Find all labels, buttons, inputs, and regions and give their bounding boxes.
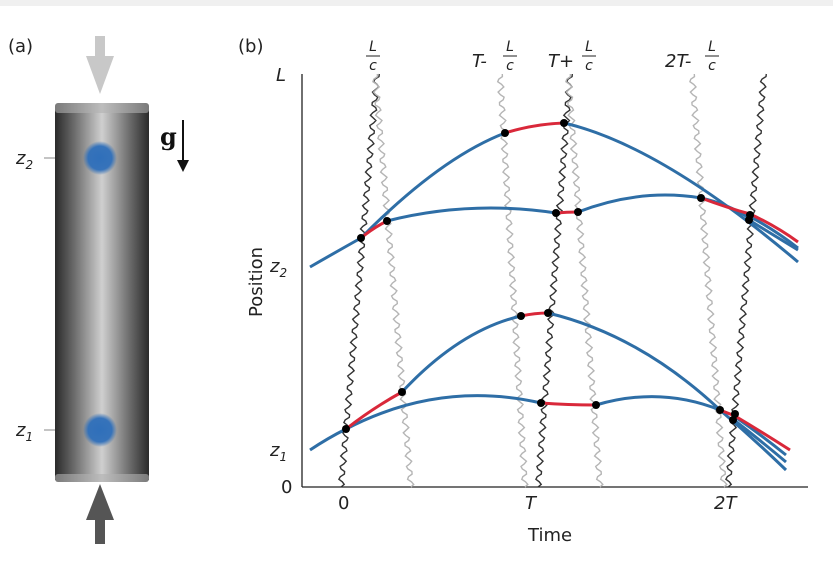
pulse-light-1	[372, 73, 415, 488]
point	[729, 416, 737, 424]
x-axis-title: Time	[527, 525, 572, 546]
svg-text:L: L	[506, 39, 514, 55]
panel-b-label: (b)	[238, 36, 263, 57]
svg-text:2T-: 2T-	[665, 51, 691, 72]
z1-label-a: z1	[15, 420, 33, 444]
point	[544, 309, 552, 317]
panel-a-label: (a)	[8, 36, 33, 57]
y-tick-L: L	[276, 65, 286, 86]
trajectory-z2-upper-arm	[309, 121, 799, 269]
panel-b: (b) L z2 z1 0 0 T 2T Time Position L c T…	[238, 36, 808, 546]
trajectory-z2-lower-arm	[386, 193, 799, 252]
pulse-dark-2	[535, 73, 573, 488]
svg-text:c: c	[506, 58, 514, 74]
point	[383, 217, 391, 225]
pulse-dark-1	[337, 73, 380, 488]
trajectory-z1-red-1	[345, 390, 403, 431]
top-beam-arrow	[86, 36, 114, 94]
bottom-beam-arrow	[86, 484, 114, 544]
point	[342, 425, 350, 433]
point	[357, 234, 365, 242]
gravity-label: g	[160, 122, 177, 151]
svg-text:L: L	[369, 39, 377, 55]
top-label-2T-minus-L-over-c: 2T- L c	[665, 39, 719, 74]
top-label-T-plus-L-over-c: T+ L c	[548, 39, 596, 74]
top-label-L-over-c: L c	[366, 39, 380, 74]
svg-text:c: c	[585, 58, 593, 74]
svg-text:L: L	[585, 39, 593, 55]
point	[745, 216, 753, 224]
atom-cloud-z2	[83, 141, 117, 175]
point	[560, 119, 568, 127]
svg-text:c: c	[369, 58, 377, 74]
x-tick-2T: 2T	[714, 493, 738, 514]
point	[574, 208, 582, 216]
svg-text:T+: T+	[548, 51, 574, 72]
point	[552, 209, 560, 217]
trajectory-z1-lower-arm	[345, 394, 787, 464]
top-border	[0, 0, 833, 6]
x-tick-zero: 0	[338, 493, 349, 514]
point	[716, 406, 724, 414]
top-label-T-minus-L-over-c: T- L c	[472, 39, 517, 74]
svg-text:c: c	[708, 58, 716, 74]
pulse-light-4	[689, 73, 728, 488]
pulse-light-2	[496, 73, 529, 488]
point	[398, 388, 406, 396]
panel-a: (a) z2 z1 g	[8, 36, 189, 544]
point	[697, 194, 705, 202]
trajectory-z1-red-2	[520, 311, 549, 318]
laser-pulses	[337, 73, 767, 488]
trajectory-z2-red-2	[504, 121, 565, 135]
trajectory-z1-red-3	[540, 401, 597, 407]
point	[501, 129, 509, 137]
y-axis-title: Position	[246, 247, 267, 317]
svg-text:T-: T-	[472, 51, 487, 72]
atom-cloud-z1	[83, 413, 117, 447]
point	[537, 399, 545, 407]
gravity-arrow	[177, 120, 189, 172]
svg-text:L: L	[708, 39, 716, 55]
x-tick-T: T	[525, 493, 538, 514]
trajectory-z1-tail-3	[733, 414, 787, 457]
pulse-light-3	[565, 73, 604, 488]
y-tick-zero: 0	[281, 477, 292, 498]
y-tick-z2: z2	[269, 256, 287, 280]
point	[517, 312, 525, 320]
point	[592, 401, 600, 409]
z2-label-a: z2	[15, 148, 33, 172]
y-tick-z1: z1	[269, 440, 287, 464]
trajectory-z2-tail-3	[748, 214, 799, 250]
interaction-points	[342, 119, 754, 433]
